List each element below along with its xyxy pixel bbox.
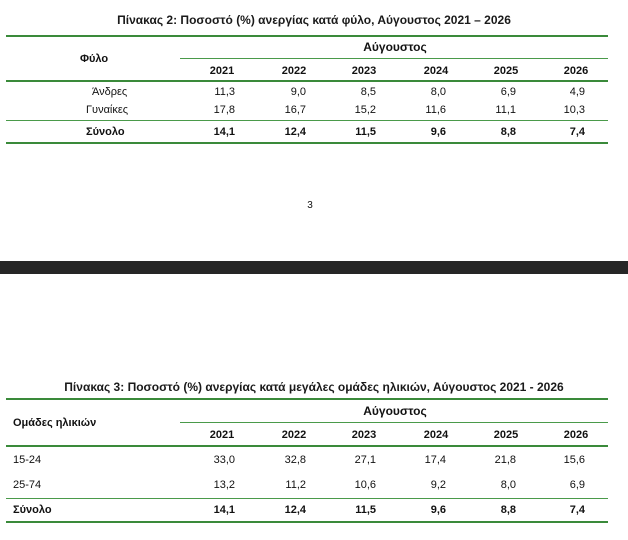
- table2-year-header: 2024: [423, 65, 449, 77]
- table3-year-header: 2021: [209, 429, 235, 441]
- table2-year-header: 2021: [209, 65, 235, 77]
- table2-row-label: Γυναίκες: [86, 104, 129, 116]
- table3-row-label: 25-74: [13, 479, 42, 491]
- table2-group-rule: [180, 58, 608, 59]
- table3-cell: 17,4: [424, 454, 446, 466]
- table2-cell: 11,3: [214, 86, 235, 98]
- table3-top-rule: [6, 398, 608, 400]
- table2-year-header: 2026: [563, 65, 589, 77]
- table3-cell: 27,1: [354, 454, 376, 466]
- table3-cell: 15,6: [563, 454, 585, 466]
- table2-total-cell: 14,1: [213, 126, 235, 138]
- table3-cell: 11,2: [285, 479, 306, 491]
- table3-total-cell: 11,5: [355, 504, 376, 516]
- table2-total-cell: 8,8: [500, 126, 516, 138]
- table3-cell: 33,0: [213, 454, 235, 466]
- table3-year-header: 2024: [423, 429, 449, 441]
- table3-cell: 6,9: [569, 479, 585, 491]
- table2-total-rule: [6, 120, 608, 121]
- table3-total-rule: [6, 498, 608, 499]
- table3-row-label: 15-24: [13, 454, 42, 466]
- table2-top-rule: [6, 35, 608, 37]
- table3-total-cell: 7,4: [569, 504, 585, 516]
- table3-year-header: 2022: [281, 429, 307, 441]
- table2-header-rule: [6, 80, 608, 82]
- table2-cell: 8,0: [430, 86, 446, 98]
- table3-cell: 21,8: [494, 454, 516, 466]
- table2-cell: 15,2: [354, 104, 376, 116]
- table3-year-header: 2023: [351, 429, 377, 441]
- table2-cell: 4,9: [569, 86, 585, 98]
- table3-cell: 8,0: [500, 479, 516, 491]
- table3-row-header: Ομάδες ηλικιών: [13, 417, 97, 429]
- table3-bottom-rule: [6, 521, 608, 523]
- table2-cell: 17,8: [213, 104, 235, 116]
- table2-group-header: Αύγουστος: [363, 40, 427, 54]
- table2-cell: 8,5: [360, 86, 376, 98]
- table2-total-cell: 7,4: [569, 126, 585, 138]
- table2-cell: 16,7: [284, 104, 306, 116]
- table2-title: Πίνακας 2: Ποσοστό (%) ανεργίας κατά φύλ…: [117, 13, 511, 27]
- table3-cell: 13,2: [213, 479, 235, 491]
- page-separator: [0, 261, 628, 274]
- table3-total-label: Σύνολο: [13, 504, 52, 516]
- table2-year-header: 2022: [281, 65, 307, 77]
- table3-year-header: 2025: [493, 429, 519, 441]
- table2-year-header: 2025: [493, 65, 519, 77]
- table2-total-cell: 9,6: [430, 126, 446, 138]
- table2-bottom-rule: [6, 142, 608, 144]
- table3-title: Πίνακας 3: Ποσοστό (%) ανεργίας κατά μεγ…: [64, 380, 564, 394]
- table3-total-cell: 8,8: [500, 504, 516, 516]
- table2-cell: 9,0: [290, 86, 306, 98]
- table2-cell: 10,3: [563, 104, 585, 116]
- table2-cell: 11,6: [425, 104, 446, 116]
- table2-row-label: Άνδρες: [92, 86, 128, 98]
- table3-cell: 9,2: [430, 479, 446, 491]
- page-number: 3: [307, 200, 313, 211]
- table3-year-header: 2026: [563, 429, 589, 441]
- table3-cell: 10,6: [354, 479, 376, 491]
- table3-group-header: Αύγουστος: [363, 404, 427, 418]
- table3-group-rule: [180, 422, 608, 423]
- table3-total-cell: 12,4: [284, 504, 306, 516]
- table3-total-cell: 9,6: [430, 504, 446, 516]
- table2-year-header: 2023: [351, 65, 377, 77]
- table2-cell: 11,1: [495, 104, 516, 116]
- table2-total-cell: 11,5: [355, 126, 376, 138]
- table2-total-label: Σύνολο: [86, 126, 125, 138]
- table3-cell: 32,8: [284, 454, 306, 466]
- table3-total-cell: 14,1: [213, 504, 235, 516]
- table3-header-rule: [6, 445, 608, 447]
- table2-row-header: Φύλο: [80, 53, 109, 65]
- table2-cell: 6,9: [500, 86, 516, 98]
- table2-total-cell: 12,4: [284, 126, 306, 138]
